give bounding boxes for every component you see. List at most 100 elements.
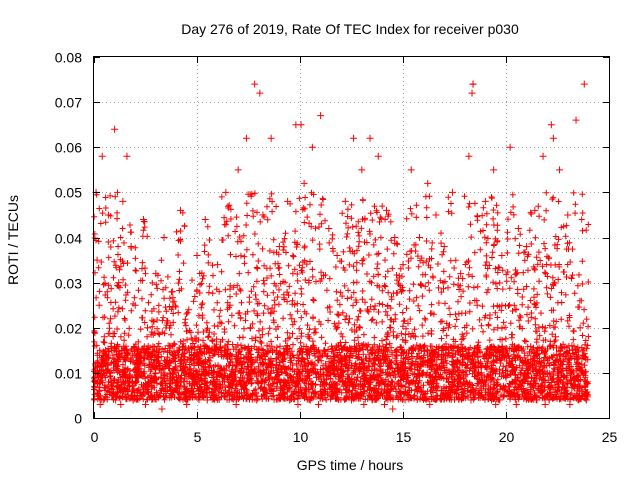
data-point <box>203 396 211 404</box>
data-point <box>420 369 428 377</box>
data-point <box>189 378 197 386</box>
data-point <box>139 215 147 223</box>
data-point <box>133 391 141 399</box>
data-point <box>177 206 185 214</box>
data-point <box>510 346 518 354</box>
data-point <box>152 270 160 278</box>
data-point <box>271 373 279 381</box>
data-point <box>135 360 143 368</box>
data-point <box>296 369 304 377</box>
data-point <box>424 179 432 187</box>
data-point <box>230 378 238 386</box>
data-point <box>234 166 242 174</box>
data-point <box>461 378 469 386</box>
data-point <box>255 369 263 377</box>
data-point <box>185 306 193 314</box>
data-point <box>543 369 551 377</box>
y-tick-label: 0.06 <box>55 140 82 156</box>
data-point <box>488 396 496 404</box>
data-point <box>512 400 520 408</box>
data-point <box>181 355 189 363</box>
data-point <box>477 369 485 377</box>
data-point <box>95 301 103 309</box>
data-point <box>403 373 411 381</box>
data-point <box>572 116 580 124</box>
data-point <box>490 166 498 174</box>
data-point-cloud <box>91 189 592 403</box>
data-point <box>415 234 423 241</box>
data-point <box>288 315 296 323</box>
data-point <box>96 400 104 408</box>
data-point <box>214 261 222 269</box>
data-point <box>104 211 112 219</box>
data-point <box>350 134 358 142</box>
axis-ticks: 0 0.01 0.02 0.03 0.04 0.05 0.06 0.07 0.08 0 5 10 15 2… <box>55 50 618 446</box>
data-point <box>374 152 382 160</box>
data-point <box>453 360 461 368</box>
y-tick-label: 0.04 <box>55 231 82 247</box>
data-point <box>259 211 267 219</box>
data-point <box>362 342 370 350</box>
data-point <box>504 391 512 399</box>
data-point <box>183 400 191 408</box>
data-point <box>321 346 329 354</box>
data-point <box>96 378 104 386</box>
data-point <box>467 396 475 404</box>
data-point <box>317 112 325 120</box>
data-point <box>267 134 275 142</box>
y-tick-label: 0.01 <box>55 366 82 382</box>
data-point <box>576 324 584 332</box>
data-point <box>560 373 568 381</box>
y-tick-label: 0.07 <box>55 95 82 111</box>
data-point <box>360 400 368 408</box>
data-point <box>541 400 549 408</box>
data-point <box>549 134 557 142</box>
y-tick-label: 0.02 <box>55 321 82 337</box>
data-point <box>251 80 259 88</box>
data-point <box>428 346 436 354</box>
data-point <box>222 188 230 196</box>
data-point <box>341 197 349 205</box>
data-point <box>426 400 434 408</box>
data-point <box>226 301 234 309</box>
y-axis-label: ROTI / TECUs <box>5 195 21 285</box>
x-tick-label: 10 <box>293 429 309 445</box>
data-point <box>531 206 539 214</box>
data-point <box>523 243 531 251</box>
data-point <box>256 89 264 97</box>
data-point <box>492 400 500 408</box>
data-point <box>201 215 209 223</box>
data-point <box>117 400 125 408</box>
data-point <box>448 188 456 196</box>
data-point <box>506 143 514 151</box>
data-point <box>348 396 355 404</box>
data-point <box>578 391 586 399</box>
data-point <box>494 324 502 332</box>
data-point <box>158 405 166 413</box>
data-point <box>368 396 376 404</box>
x-tick-label: 15 <box>396 429 412 445</box>
data-point <box>172 373 180 381</box>
data-point <box>142 400 149 408</box>
data-point <box>580 80 588 88</box>
data-point <box>333 252 341 260</box>
data-point <box>308 143 316 151</box>
data-point <box>253 396 261 404</box>
x-axis-label: GPS time / hours <box>297 457 404 473</box>
data-point <box>121 346 129 354</box>
data-point <box>556 166 564 174</box>
data-point <box>366 134 374 142</box>
data-point <box>164 342 172 350</box>
data-point <box>535 324 543 332</box>
data-point <box>547 121 555 129</box>
data-point <box>438 391 446 399</box>
data-point <box>93 256 101 264</box>
data-point <box>232 400 240 408</box>
data-point <box>100 333 108 341</box>
data-point <box>247 324 255 332</box>
data-point <box>566 400 574 408</box>
data-point <box>111 125 119 133</box>
data-point <box>378 378 386 386</box>
data-point <box>286 396 294 404</box>
data-point <box>345 315 353 323</box>
